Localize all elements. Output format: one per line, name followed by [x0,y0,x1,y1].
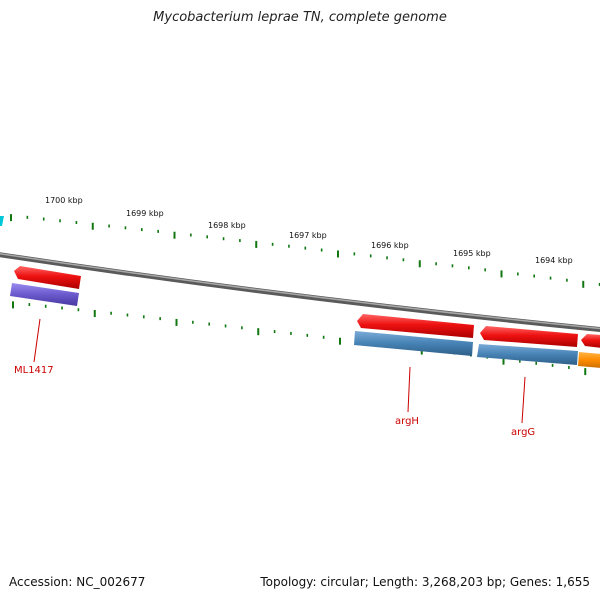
genome-title: Mycobacterium leprae TN, complete genome [153,10,447,25]
genome-backbone [0,252,600,333]
outer-tick-scale [10,214,600,288]
cds-feature-argh[interactable] [354,331,473,356]
scale-label: 1696 kbp [371,241,409,250]
gene-label-ml1417[interactable]: ML1417 [14,365,54,376]
cds-arrow-red[interactable] [581,334,600,348]
genome-stats-text: Topology: circular; Length: 3,268,203 bp… [260,575,590,589]
gene-features [10,266,600,368]
scale-label: 1698 kbp [208,221,246,230]
gene-label-argh[interactable]: argH [395,416,419,427]
accession-text: Accession: NC_002677 [9,575,146,589]
gene-label-leaders [33,318,526,424]
scale-label: 1699 kbp [126,209,164,218]
gene-labels: ML1417 argH argG [14,365,535,438]
gene-label-argg[interactable]: argG [511,427,535,438]
cds-arrow-red[interactable] [480,326,578,347]
scale-label: 1700 kbp [45,196,83,205]
cds-feature-ml1417[interactable] [10,283,79,306]
cds-feature-argg[interactable] [477,344,578,365]
scale-label: 1694 kbp [535,256,573,265]
scale-labels: 1700 kbp 1699 kbp 1698 kbp 1697 kbp 1696… [45,196,573,265]
scale-label: 1697 kbp [289,231,327,240]
cds-feature-orange[interactable] [578,352,600,368]
scale-label: 1695 kbp [453,249,491,258]
cds-arrow-red[interactable] [14,266,81,289]
cds-feature-edge[interactable] [0,216,4,226]
cds-arrow-red[interactable] [357,314,474,338]
